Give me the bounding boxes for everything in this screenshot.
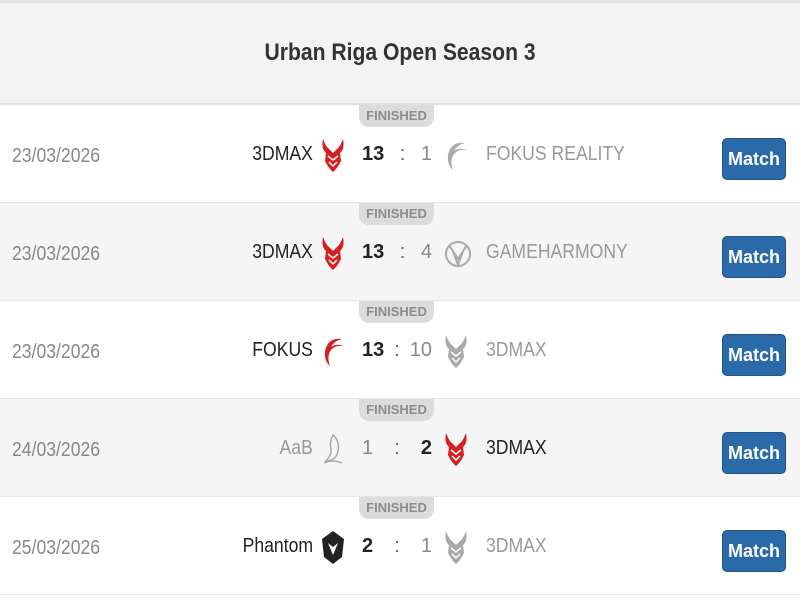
home-team-logo-icon (320, 333, 346, 369)
score: 13 : 10 (362, 339, 432, 362)
home-team-logo-icon (320, 431, 346, 467)
score-separator: : (394, 339, 400, 361)
match-button[interactable]: Match (722, 530, 786, 572)
match-button[interactable]: Match (722, 432, 786, 474)
status-badge: FINISHED (359, 301, 434, 323)
score-separator: : (394, 535, 400, 557)
away-team-logo-icon (443, 431, 469, 467)
home-team-name[interactable]: 3DMAX (252, 241, 313, 263)
match-date: 23/03/2026 (12, 145, 101, 167)
match-row: FINISHED 23/03/2026 3DMAX 13 : 1 FOKUS R… (0, 105, 800, 203)
away-team-logo-icon (443, 333, 469, 369)
status-badge: FINISHED (359, 399, 434, 421)
home-team-logo-icon (320, 235, 346, 271)
home-score: 13 (362, 339, 385, 361)
match-button[interactable]: Match (722, 334, 786, 376)
match-row: FINISHED 23/03/2026 3DMAX 13 : 4 GAMEHAR… (0, 203, 800, 301)
match-date: 23/03/2026 (12, 341, 101, 363)
away-score: 1 (420, 535, 432, 557)
home-score: 2 (362, 535, 374, 557)
match-date: 23/03/2026 (12, 243, 101, 265)
away-score: 4 (420, 241, 432, 263)
match-row: FINISHED 23/03/2026 FOKUS 13 : 10 3DMAX … (0, 301, 800, 399)
score-separator: : (399, 241, 406, 263)
home-team-name[interactable]: 3DMAX (252, 143, 313, 165)
away-team-name[interactable]: FOKUS REALITY (486, 143, 625, 165)
score-separator: : (399, 143, 406, 165)
away-team-name[interactable]: GAMEHARMONY (486, 241, 628, 263)
status-badge: FINISHED (359, 105, 434, 127)
away-team-name[interactable]: 3DMAX (486, 339, 547, 361)
score: 2 : 1 (362, 535, 432, 558)
page-title: Urban Riga Open Season 3 (264, 39, 536, 66)
away-team-logo-icon (443, 529, 469, 565)
match-list: FINISHED 23/03/2026 3DMAX 13 : 1 FOKUS R… (0, 105, 800, 595)
match-button[interactable]: Match (722, 236, 786, 278)
away-team-name[interactable]: 3DMAX (486, 535, 547, 557)
match-button[interactable]: Match (722, 138, 786, 180)
home-score: 1 (362, 437, 374, 459)
home-team-logo-icon (320, 529, 346, 565)
match-row: FINISHED 25/03/2026 Phantom 2 : 1 3DMAX … (0, 497, 800, 595)
status-badge: FINISHED (359, 497, 434, 519)
match-date: 24/03/2026 (12, 439, 101, 461)
away-score: 1 (420, 143, 432, 165)
score: 13 : 4 (362, 241, 432, 264)
away-score: 2 (420, 437, 432, 459)
away-score: 10 (409, 339, 432, 361)
home-team-logo-icon (320, 137, 346, 173)
tournament-header: Urban Riga Open Season 3 (0, 0, 800, 105)
match-date: 25/03/2026 (12, 537, 101, 559)
score-separator: : (394, 437, 400, 459)
score: 1 : 2 (362, 437, 432, 460)
away-team-logo-icon (443, 137, 469, 173)
home-score: 13 (362, 143, 385, 165)
away-team-name[interactable]: 3DMAX (486, 437, 547, 459)
score: 13 : 1 (362, 143, 432, 166)
status-badge: FINISHED (359, 203, 434, 225)
home-score: 13 (362, 241, 385, 263)
home-team-name[interactable]: AaB (279, 437, 313, 459)
home-team-name[interactable]: Phantom (242, 535, 313, 557)
match-row: FINISHED 24/03/2026 AaB 1 : 2 3DMAX Matc… (0, 399, 800, 497)
away-team-logo-icon (443, 235, 471, 271)
home-team-name[interactable]: FOKUS (252, 339, 313, 361)
